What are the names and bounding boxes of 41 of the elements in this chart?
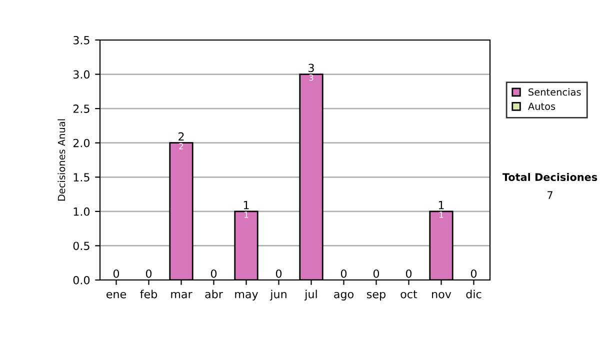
x-tick-label: mar bbox=[171, 292, 192, 298]
total-label: 0 bbox=[340, 269, 347, 278]
total-label: 0 bbox=[406, 269, 412, 278]
data-label: 1 bbox=[244, 212, 248, 218]
x-tick-label: feb bbox=[140, 290, 158, 298]
x-tick-label: oct bbox=[400, 290, 418, 298]
data-label: 2 bbox=[179, 143, 184, 150]
x-tick-label: jun bbox=[270, 290, 286, 300]
total-label: 1 bbox=[244, 201, 249, 210]
x-tick-label: abr bbox=[205, 290, 223, 298]
text: 7 bbox=[548, 191, 552, 199]
total-label: 0 bbox=[276, 269, 282, 278]
x-tick-label: may bbox=[235, 292, 258, 300]
total-label: 0 bbox=[470, 269, 477, 278]
y-tick-label: 2.5 bbox=[73, 104, 90, 113]
x-tick-label: sep bbox=[367, 292, 386, 300]
y-axis-title: Decisiones Anual bbox=[58, 119, 66, 201]
y-tick-label: 1.0 bbox=[74, 207, 90, 216]
x-tick-label: jul bbox=[304, 290, 317, 300]
y-tick-label: 1.5 bbox=[74, 173, 90, 182]
text: Total Decisiones bbox=[502, 172, 598, 182]
y-tick-label: 2.0 bbox=[73, 138, 90, 148]
total-label: 0 bbox=[146, 269, 152, 278]
data-label: 3 bbox=[309, 74, 314, 81]
legend-label: Sentencias bbox=[528, 88, 581, 96]
x-tick-label: nov bbox=[432, 292, 452, 298]
y-tick-label: 0.5 bbox=[73, 242, 90, 250]
legend-label: Autos bbox=[528, 102, 556, 110]
x-tick-label: ago bbox=[334, 292, 354, 300]
total-label: 2 bbox=[178, 132, 184, 141]
total-label: 1 bbox=[438, 201, 444, 210]
total-label: 0 bbox=[373, 269, 380, 278]
y-tick-label: 3.0 bbox=[73, 70, 90, 79]
total-label: 3 bbox=[308, 64, 314, 72]
x-tick-label: ene bbox=[106, 292, 126, 298]
total-label: 0 bbox=[210, 269, 217, 278]
y-tick-label: 0.0 bbox=[73, 276, 90, 284]
total-label: 0 bbox=[113, 269, 120, 278]
y-tick-label: 3.5 bbox=[73, 36, 90, 44]
data-label: 1 bbox=[440, 212, 444, 218]
x-tick-label: dic bbox=[466, 290, 482, 298]
